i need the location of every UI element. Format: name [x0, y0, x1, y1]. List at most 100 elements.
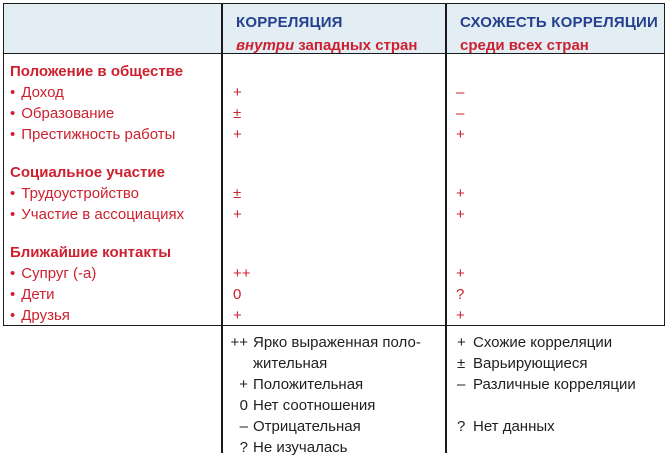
row-label-text: Образование	[21, 105, 115, 122]
correlation-value: +	[233, 126, 242, 143]
correlation-value: 0	[233, 286, 242, 303]
group-social-position: Положение в обществе • Доход • Образование…	[10, 61, 216, 145]
legend-symbol: ?	[239, 439, 248, 456]
bullet-icon: •	[10, 105, 16, 122]
legend-text: Отрицательная	[253, 418, 361, 435]
row-label-text: Участие в ассоциациях	[21, 206, 185, 223]
correlation-value: +	[233, 206, 242, 223]
row-label: • Доход	[10, 82, 216, 103]
legend-symbol: 0	[239, 397, 248, 414]
group-close-contacts: Ближайшие контакты • Супруг (-а) • Дети • Д…	[10, 242, 216, 326]
bullet-icon: •	[10, 286, 16, 303]
correlation-value: ±	[233, 185, 242, 202]
column-categories: Положение в обществе • Доход • Образование…	[10, 61, 216, 326]
group-title: Положение в обществе	[10, 63, 184, 80]
legend-line: ± Варьирующиеся	[457, 353, 636, 374]
legend-text: Нет соотношения	[253, 397, 376, 414]
legend-line: – Различные корреляции	[457, 374, 636, 395]
legend-symbol: +	[239, 376, 248, 393]
column-divider-1	[221, 3, 223, 453]
table-body-box	[3, 54, 665, 326]
row-label-text: Трудоустройство	[21, 185, 139, 202]
spacer-line	[456, 242, 546, 263]
legend-correlation: ++ Ярко выраженная поло- жительная + Полож…	[227, 332, 421, 458]
legend-text: Различные корреляции	[473, 376, 636, 393]
bullet-icon: •	[10, 126, 16, 143]
legend-line: – Отрицательная	[227, 416, 421, 437]
row-label-text: Доход	[21, 84, 64, 101]
legend-symbol: ?	[457, 418, 466, 435]
spacer-line	[233, 162, 323, 183]
legend-line: ? Нет данных	[457, 416, 636, 437]
header-cell-similarity: СХОЖЕСТЬ КОРРЕЛЯЦИИ среди всех стран	[460, 13, 658, 56]
similarity-value: ?	[456, 286, 465, 303]
header-cell-correlation: КОРРЕЛЯЦИЯ внутри западных стран	[236, 13, 417, 56]
row-label-text: Престижность работы	[21, 126, 176, 143]
similarity-value: +	[456, 126, 465, 143]
row-label: • Супруг (-а)	[10, 263, 216, 284]
row-label-text: Супруг (-а)	[21, 265, 97, 282]
row-label-text: Друзья	[21, 307, 70, 324]
bullet-icon: •	[10, 307, 16, 324]
row-label: • Престижность работы	[10, 124, 216, 145]
bullet-icon: •	[10, 265, 16, 282]
spacer-line	[233, 242, 323, 263]
group-social-participation: Социальное участие • Трудоустройство • Уча…	[10, 162, 216, 225]
similarity-value: –	[456, 84, 465, 101]
legend-text: Не изучалась	[253, 439, 348, 456]
legend-symbol: ±	[457, 355, 466, 372]
header-similarity-title: СХОЖЕСТЬ КОРРЕЛЯЦИИ	[460, 14, 658, 31]
row-label-text: Дети	[21, 286, 55, 303]
similarity-value: +	[456, 307, 465, 324]
correlation-value: +	[233, 307, 242, 324]
column-similarity-values: – – + + + + ? +	[456, 61, 546, 326]
legend-symbol: ++	[230, 334, 248, 351]
legend-symbol: –	[239, 418, 248, 435]
legend-line: ? Не изучалась	[227, 437, 421, 458]
bullet-icon: •	[10, 206, 16, 223]
legend-symbol	[227, 353, 248, 374]
legend-line: + Схожие корреляции	[457, 332, 636, 353]
legend-text: Положительная	[253, 376, 364, 393]
legend-line: ++ Ярко выраженная поло-	[227, 332, 421, 353]
similarity-value: –	[456, 105, 465, 122]
similarity-value: +	[456, 206, 465, 223]
legend-text: Ярко выраженная поло-	[253, 334, 421, 351]
legend-text: Варьирующиеся	[473, 355, 588, 372]
legend-similarity: + Схожие корреляции ± Варьирующиеся – Разли…	[457, 332, 636, 437]
bullet-icon: •	[10, 84, 16, 101]
legend-text: Схожие корреляции	[473, 334, 613, 351]
legend-text: жительная	[253, 355, 328, 372]
row-label: • Дети	[10, 284, 216, 305]
group-title: Ближайшие контакты	[10, 244, 172, 261]
similarity-value: +	[456, 185, 465, 202]
header-subtitle-italic-word: внутри	[236, 37, 295, 54]
legend-line: 0 Нет соотношения	[227, 395, 421, 416]
group-title: Социальное участие	[10, 164, 165, 181]
row-label: • Друзья	[10, 305, 216, 326]
header-similarity-subtitle: среди всех стран	[460, 37, 589, 54]
column-correlation-values: + ± + ± + ++ 0 +	[233, 61, 323, 326]
row-label: • Участие в ассоциациях	[10, 204, 216, 225]
table-header-row: КОРРЕЛЯЦИЯ внутри западных стран СХОЖЕСТ…	[3, 3, 665, 54]
legend-text: Нет данных	[473, 418, 555, 435]
correlation-value: +	[233, 84, 242, 101]
legend-symbol: +	[457, 334, 466, 351]
legend-line: жительная	[227, 353, 421, 374]
header-correlation-subtitle: внутри западных стран	[236, 36, 417, 56]
spacer-line	[233, 61, 323, 82]
spacer-line	[456, 61, 546, 82]
column-divider-2	[445, 3, 447, 453]
correlation-value: ±	[233, 105, 242, 122]
row-label: • Образование	[10, 103, 216, 124]
header-correlation-title: КОРРЕЛЯЦИЯ	[236, 14, 343, 31]
row-label: • Трудоустройство	[10, 183, 216, 204]
header-subtitle-rest: западных стран	[294, 37, 418, 54]
legend-symbol: –	[457, 376, 466, 393]
legend-line	[457, 395, 636, 416]
similarity-value: +	[456, 265, 465, 282]
spacer-line	[456, 162, 546, 183]
legend-line: + Положительная	[227, 374, 421, 395]
correlation-value: ++	[233, 265, 251, 282]
